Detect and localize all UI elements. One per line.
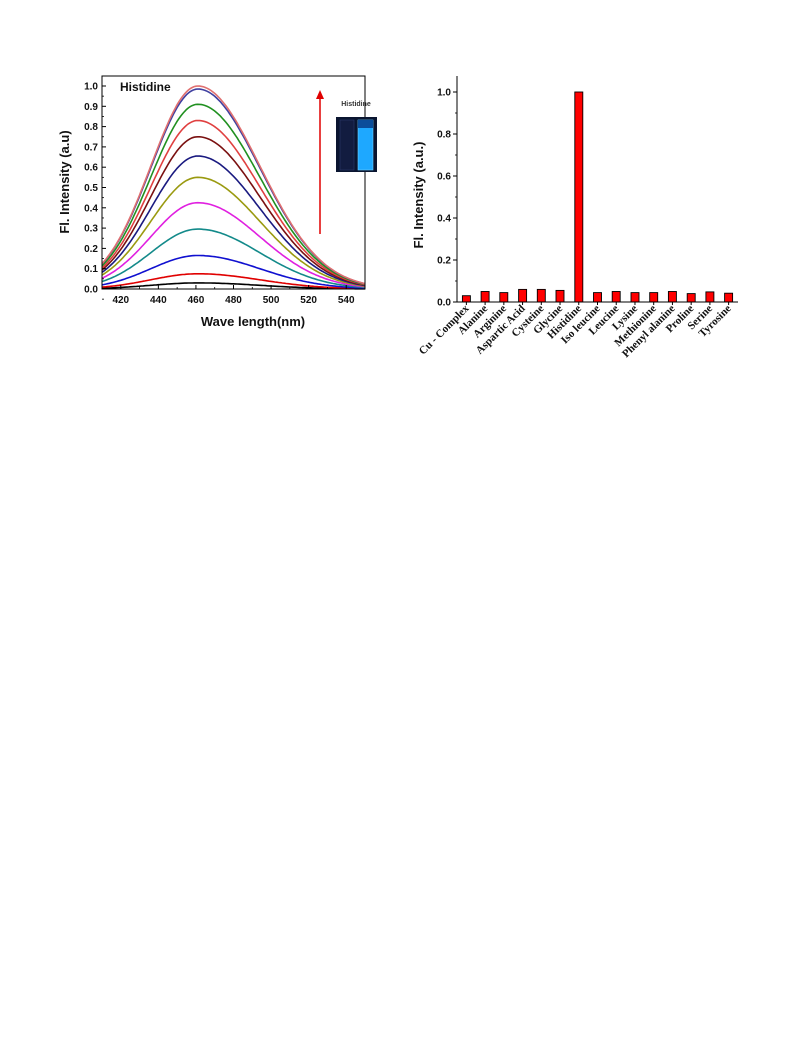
x-tick-label: 460 xyxy=(188,295,205,306)
bar-glycine xyxy=(555,289,565,303)
bar-proline xyxy=(686,293,696,303)
spectra-series-group xyxy=(101,85,366,290)
y-tick-label: 1.0 xyxy=(437,88,451,99)
y-tick-label: 0.2 xyxy=(437,256,451,267)
bar-arginine xyxy=(499,292,509,303)
chart-title: Histidine xyxy=(120,80,171,94)
y-tick-label: 0.1 xyxy=(84,264,98,275)
spectrum-line-9 xyxy=(101,119,366,286)
bar-lysine xyxy=(630,292,640,303)
selectivity-bar-chart: 0.0 0.2 0.4 0.6 0.8 1.0 Cu - ComplexAlanineAr… xyxy=(411,76,738,360)
bar-tyrosine xyxy=(724,292,734,303)
y-axis-ticks: 0.0 0.1 0.2 0.3 0.4 0.5 0.6 0.7 0.8 0.9 1.0 xyxy=(84,82,106,300)
y-axis-ticks: 0.0 0.2 0.4 0.6 0.8 1.0 xyxy=(437,88,457,309)
y-axis-label: Fl. Intensity (a.u.) xyxy=(411,142,426,249)
cuvette-dark xyxy=(339,119,355,171)
y-tick-label: 0.6 xyxy=(84,163,98,174)
bar-chart-axes xyxy=(456,76,738,303)
bar-cu-complex xyxy=(461,295,471,303)
bar-aspartic-acid xyxy=(518,288,528,303)
x-axis-label: Wave length(nm) xyxy=(201,314,305,329)
x-tick-label: 540 xyxy=(338,295,355,306)
spectrum-line-7 xyxy=(101,155,366,287)
bar-histidine xyxy=(574,91,584,303)
x-tick-label: 520 xyxy=(300,295,317,306)
emission-spectra-chart: 0.0 0.1 0.2 0.3 0.4 0.5 0.6 0.7 0.8 0.9 1.0 420 440… xyxy=(57,75,377,329)
bar-iso-leucine xyxy=(593,292,602,303)
cuvette-cap xyxy=(358,120,373,128)
bar-series xyxy=(461,91,734,305)
increase-arrow-icon xyxy=(316,90,324,234)
x-tick-label: 440 xyxy=(150,295,167,306)
x-tick-label: 420 xyxy=(112,295,129,306)
y-tick-label: 0.4 xyxy=(437,214,451,225)
bar-phenyl-alanine xyxy=(667,291,677,303)
y-tick-label: 1.0 xyxy=(84,82,98,93)
y-tick-label: 0.7 xyxy=(84,142,98,153)
y-tick-label: 0.8 xyxy=(437,130,451,141)
x-tick-label: 500 xyxy=(263,295,280,306)
y-tick-label: 0.0 xyxy=(437,298,451,309)
y-tick-label: 0.6 xyxy=(437,172,451,183)
y-tick-label: 0.5 xyxy=(84,183,98,194)
bar-serine xyxy=(705,291,715,303)
bar-cysteine xyxy=(536,288,546,303)
bar-leucine xyxy=(611,291,621,303)
bar-methionine xyxy=(649,292,659,303)
spectrum-line-3 xyxy=(101,254,366,289)
y-tick-label: 0.0 xyxy=(84,285,98,296)
plot-frame xyxy=(101,75,366,290)
spectrum-line-10 xyxy=(101,103,366,285)
spectrum-line-5 xyxy=(101,201,366,288)
y-tick-label: 0.2 xyxy=(84,244,98,255)
y-tick-label: 0.9 xyxy=(84,102,98,113)
spectrum-line-12 xyxy=(101,85,366,285)
spectrum-line-2 xyxy=(101,272,365,290)
spectrum-line-6 xyxy=(101,176,366,287)
y-axis-label: Fl. Intensity (a.u) xyxy=(57,130,72,233)
y-tick-label: 0.4 xyxy=(84,203,98,214)
x-tick-label: 480 xyxy=(225,295,242,306)
bar-alanine xyxy=(480,291,490,303)
spectrum-line-4 xyxy=(101,228,366,289)
y-tick-label: 0.3 xyxy=(84,224,98,235)
y-tick-label: 0.8 xyxy=(84,122,98,133)
cuvette-photo-inset: Histidine xyxy=(336,101,377,172)
x-axis-ticks: 420 440 460 480 500 520 540 xyxy=(101,285,366,306)
spectrum-line-1 xyxy=(102,282,365,290)
spectrum-line-8 xyxy=(101,136,366,286)
inset-label: Histidine xyxy=(341,101,371,108)
